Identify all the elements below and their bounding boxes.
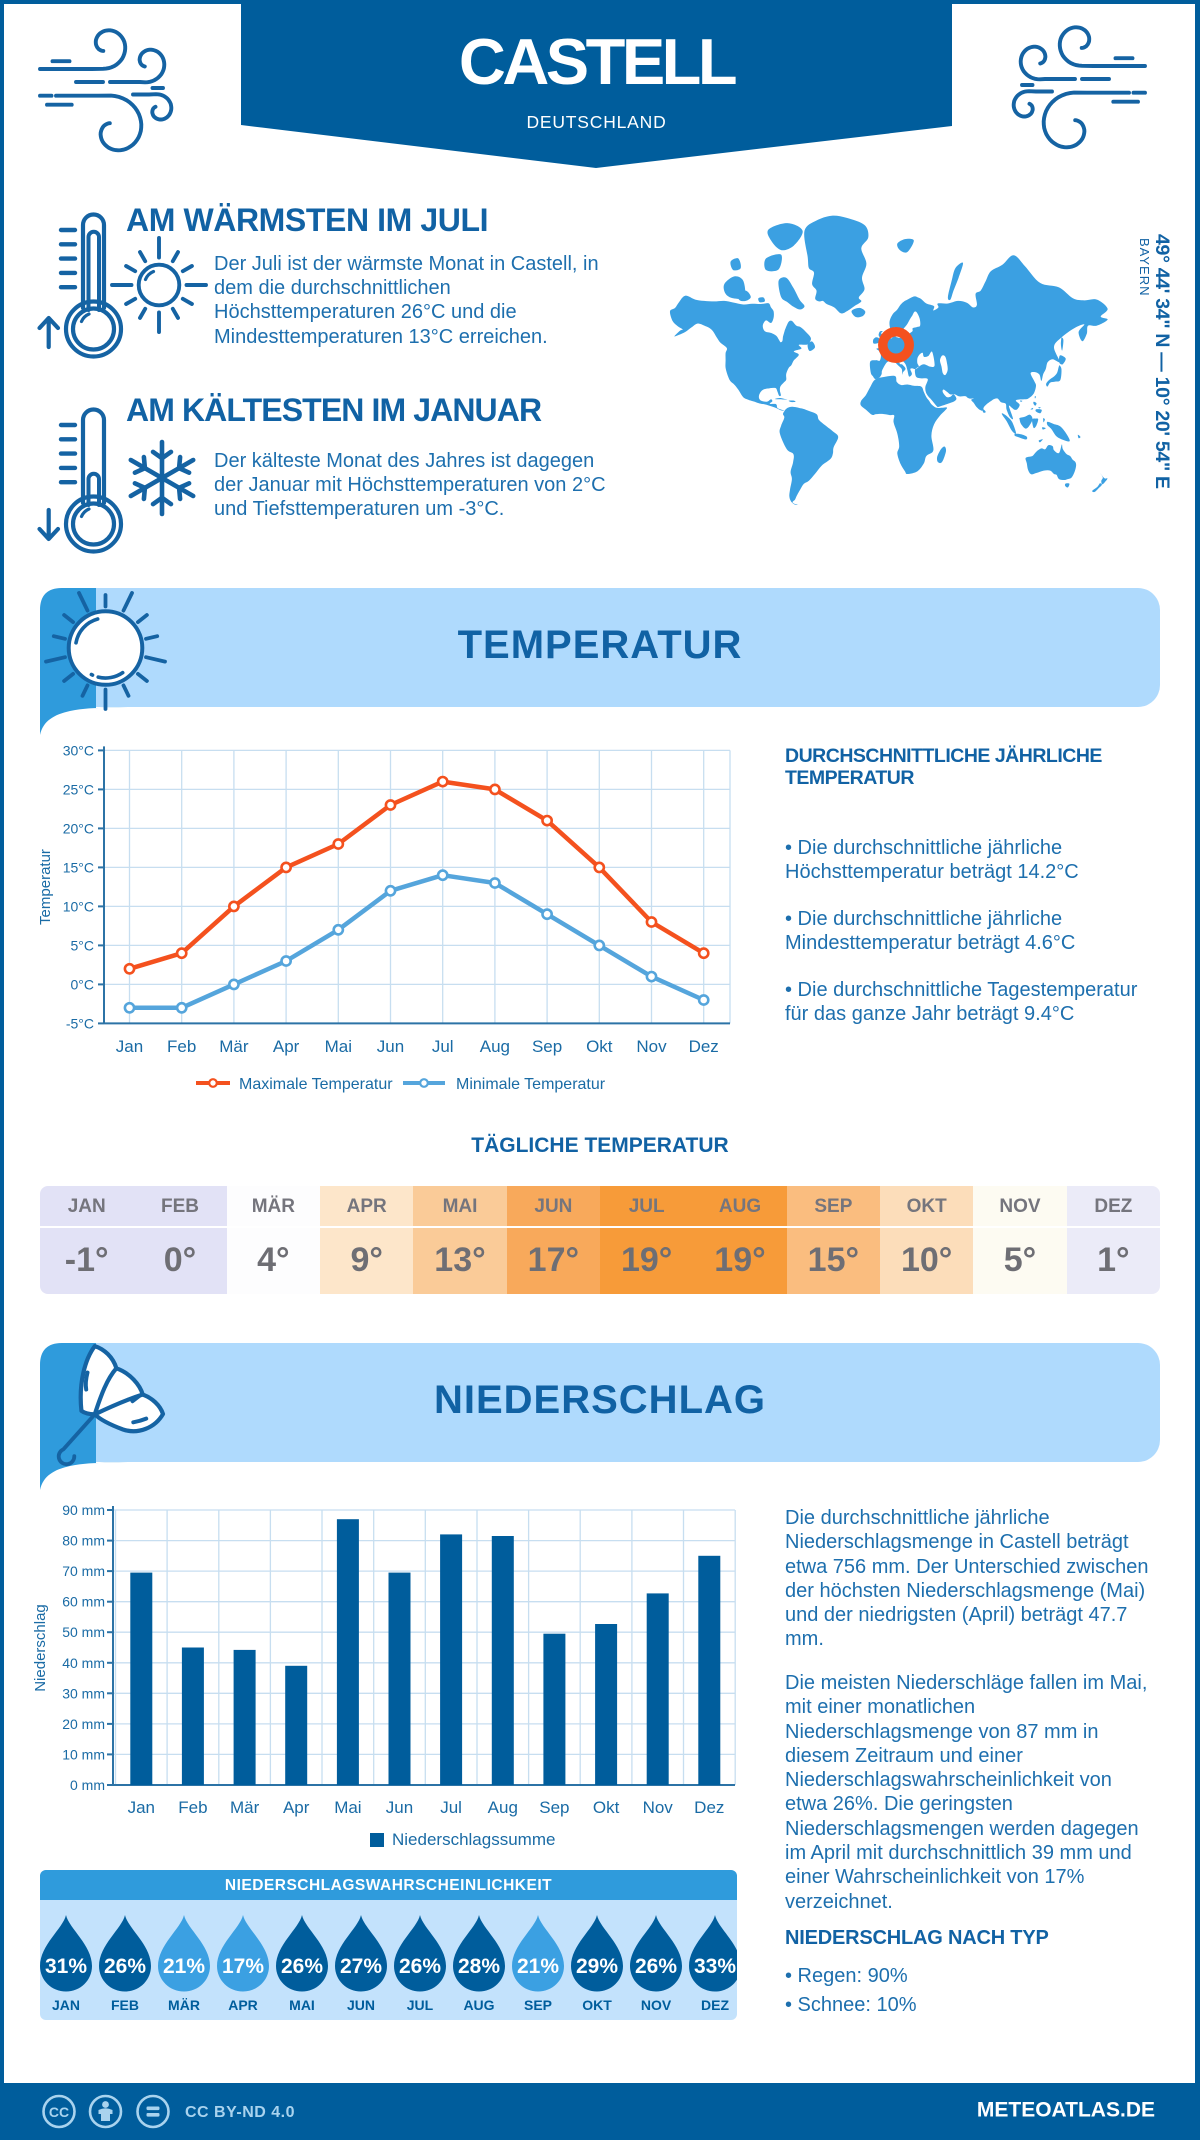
svg-text:MÄR: MÄR [168, 1997, 200, 2013]
svg-text:0°C: 0°C [71, 976, 95, 992]
svg-text:26%: 26% [399, 1955, 441, 1978]
svg-text:26%: 26% [104, 1955, 146, 1978]
svg-text:CC BY-ND 4.0: CC BY-ND 4.0 [185, 2104, 295, 2121]
svg-text:31%: 31% [45, 1955, 87, 1978]
svg-text:40 mm: 40 mm [62, 1655, 105, 1671]
svg-text:METEOATLAS.DE: METEOATLAS.DE [977, 2099, 1155, 2122]
svg-text:17%: 17% [222, 1955, 264, 1978]
svg-text:AUG: AUG [463, 1997, 494, 2013]
svg-text:Mai: Mai [325, 1037, 352, 1056]
svg-text:21%: 21% [163, 1955, 205, 1978]
svg-text:Nov: Nov [643, 1798, 674, 1817]
svg-text:Nov: Nov [636, 1037, 667, 1056]
svg-text:21%: 21% [517, 1955, 559, 1978]
svg-text:JUN: JUN [347, 1997, 375, 2013]
svg-text:Feb: Feb [167, 1037, 196, 1056]
svg-text:SEP: SEP [524, 1997, 552, 2013]
svg-text:29%: 29% [576, 1955, 618, 1978]
svg-text:27%: 27% [340, 1955, 382, 1978]
svg-text:Niederschlagssumme: Niederschlagssumme [392, 1830, 555, 1849]
svg-text:Apr: Apr [273, 1037, 300, 1056]
svg-text:10°C: 10°C [63, 898, 94, 914]
svg-text:DEZ: DEZ [701, 1997, 729, 2013]
svg-text:CC: CC [49, 2104, 69, 2120]
svg-text:Sep: Sep [539, 1798, 569, 1817]
svg-text:Aug: Aug [480, 1037, 510, 1056]
svg-text:Temperatur: Temperatur [37, 849, 54, 925]
svg-text:Sep: Sep [532, 1037, 562, 1056]
svg-text:OKT: OKT [582, 1997, 612, 2013]
svg-text:60 mm: 60 mm [62, 1594, 105, 1610]
svg-text:Jan: Jan [116, 1037, 143, 1056]
svg-text:30°C: 30°C [63, 742, 94, 758]
svg-text:Niederschlag: Niederschlag [32, 1604, 49, 1692]
svg-text:20 mm: 20 mm [62, 1716, 105, 1732]
svg-text:28%: 28% [458, 1955, 500, 1978]
svg-text:Okt: Okt [586, 1037, 613, 1056]
svg-text:26%: 26% [281, 1955, 323, 1978]
svg-text:MAI: MAI [289, 1997, 315, 2013]
svg-text:Okt: Okt [593, 1798, 620, 1817]
svg-text:Maximale Temperatur: Maximale Temperatur [239, 1076, 393, 1093]
svg-text:0 mm: 0 mm [70, 1777, 105, 1793]
svg-text:JAN: JAN [52, 1997, 80, 2013]
svg-text:Mär: Mär [219, 1037, 249, 1056]
svg-text:80 mm: 80 mm [62, 1533, 105, 1549]
svg-text:Dez: Dez [694, 1798, 724, 1817]
svg-text:50 mm: 50 mm [62, 1624, 105, 1640]
svg-text:Jul: Jul [440, 1798, 462, 1817]
svg-text:Minimale Temperatur: Minimale Temperatur [456, 1076, 606, 1093]
svg-text:10 mm: 10 mm [62, 1746, 105, 1762]
svg-text:Mai: Mai [334, 1798, 361, 1817]
svg-text:Jul: Jul [432, 1037, 454, 1056]
svg-text:Dez: Dez [689, 1037, 719, 1056]
svg-text:26%: 26% [635, 1955, 677, 1978]
svg-text:Mär: Mär [230, 1798, 260, 1817]
svg-text:20°C: 20°C [63, 820, 94, 836]
svg-text:15°C: 15°C [63, 859, 94, 875]
svg-text:Feb: Feb [178, 1798, 207, 1817]
svg-text:Jun: Jun [386, 1798, 413, 1817]
svg-text:5°C: 5°C [71, 937, 95, 953]
svg-text:FEB: FEB [111, 1997, 139, 2013]
svg-text:-5°C: -5°C [66, 1015, 94, 1031]
svg-text:JUL: JUL [407, 1997, 434, 2013]
svg-text:70 mm: 70 mm [62, 1563, 105, 1579]
svg-text:Apr: Apr [283, 1798, 310, 1817]
svg-text:25°C: 25°C [63, 781, 94, 797]
svg-text:Aug: Aug [488, 1798, 518, 1817]
svg-text:33%: 33% [694, 1955, 736, 1978]
svg-text:30 mm: 30 mm [62, 1685, 105, 1701]
svg-text:APR: APR [228, 1997, 258, 2013]
svg-text:90 mm: 90 mm [62, 1502, 105, 1518]
svg-text:NOV: NOV [641, 1997, 672, 2013]
svg-text:Jan: Jan [128, 1798, 155, 1817]
svg-text:Jun: Jun [377, 1037, 404, 1056]
